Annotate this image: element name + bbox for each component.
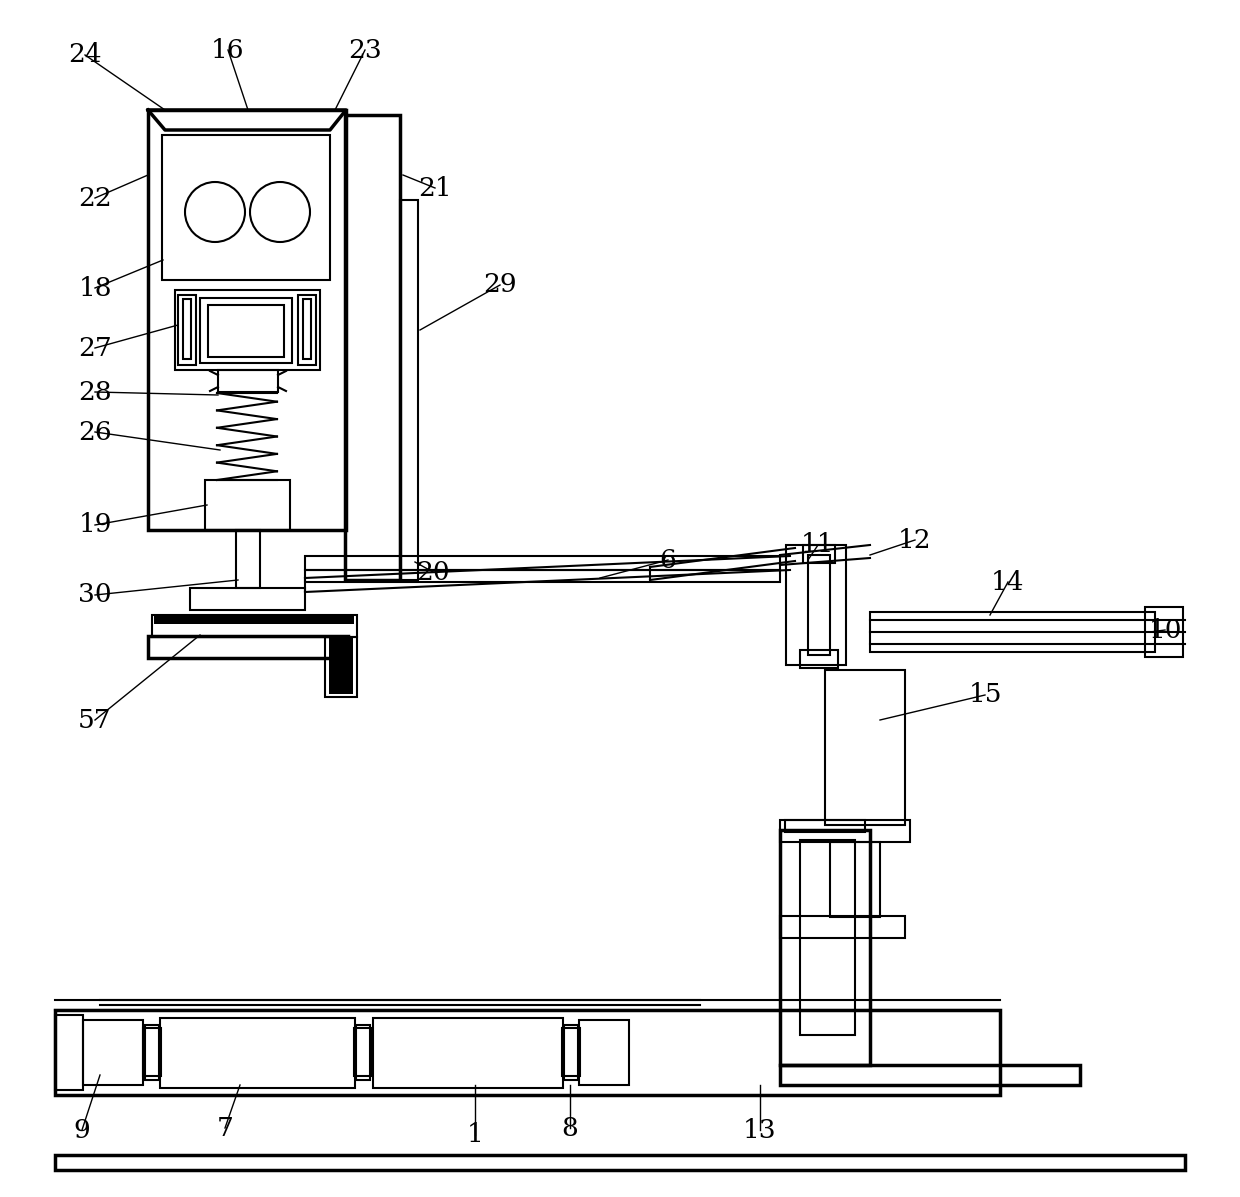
Bar [830, 841, 880, 917]
Bar [143, 1028, 161, 1076]
Bar [780, 1065, 1080, 1084]
Bar [303, 299, 311, 359]
Bar [329, 638, 353, 694]
Text: 20: 20 [417, 559, 450, 584]
Bar [800, 650, 838, 668]
Bar [353, 1028, 372, 1076]
Bar [55, 1015, 83, 1090]
Text: 14: 14 [991, 570, 1024, 595]
Text: 30: 30 [78, 583, 112, 608]
Bar [808, 555, 830, 655]
Bar [236, 530, 260, 588]
Text: 13: 13 [743, 1118, 776, 1142]
Bar [564, 1025, 578, 1080]
Bar [786, 545, 846, 666]
Text: 9: 9 [73, 1118, 91, 1142]
Bar [345, 115, 401, 581]
Bar [804, 545, 835, 563]
Text: 21: 21 [418, 176, 451, 201]
Bar [298, 294, 316, 365]
Text: 7: 7 [217, 1116, 233, 1141]
Bar [562, 1028, 580, 1076]
Bar [825, 670, 905, 825]
Text: 19: 19 [78, 512, 112, 537]
Text: 6: 6 [660, 547, 676, 572]
Text: 57: 57 [78, 707, 112, 733]
Bar [184, 299, 191, 359]
Bar [208, 305, 284, 357]
Text: 10: 10 [1148, 618, 1182, 643]
Bar [200, 298, 291, 363]
Text: 24: 24 [68, 43, 102, 67]
Bar [83, 1020, 143, 1084]
Bar [218, 370, 278, 391]
Text: 1: 1 [466, 1123, 484, 1148]
Text: 11: 11 [801, 533, 835, 558]
Bar [148, 110, 346, 530]
Text: 26: 26 [78, 419, 112, 444]
Bar [55, 1155, 1185, 1169]
Text: 22: 22 [78, 186, 112, 211]
Bar [153, 615, 357, 637]
Text: 16: 16 [211, 37, 244, 62]
Bar [401, 200, 418, 581]
Bar [190, 588, 305, 610]
Bar [373, 1017, 563, 1088]
Bar [305, 570, 780, 582]
Bar [780, 820, 910, 841]
Bar [175, 290, 320, 370]
Text: 28: 28 [78, 379, 112, 405]
Bar [870, 612, 1154, 652]
Bar [780, 916, 905, 938]
Bar [1145, 607, 1183, 657]
Bar [148, 636, 348, 658]
Bar [785, 820, 866, 832]
Bar [305, 555, 780, 570]
Bar [179, 294, 196, 365]
Text: 15: 15 [968, 682, 1002, 707]
Text: 18: 18 [78, 275, 112, 300]
Bar [325, 637, 357, 697]
Bar [579, 1020, 629, 1084]
Bar [162, 135, 330, 280]
Bar [800, 840, 856, 1035]
Bar [55, 1010, 999, 1095]
Text: 29: 29 [484, 273, 517, 298]
Text: 27: 27 [78, 335, 112, 360]
Text: 12: 12 [898, 528, 931, 553]
Bar [160, 1017, 355, 1088]
Bar [154, 616, 353, 624]
Bar [356, 1025, 370, 1080]
Text: 8: 8 [562, 1116, 578, 1141]
Bar [780, 830, 870, 1065]
Bar [205, 480, 290, 530]
Text: 23: 23 [348, 37, 382, 62]
Bar [145, 1025, 159, 1080]
